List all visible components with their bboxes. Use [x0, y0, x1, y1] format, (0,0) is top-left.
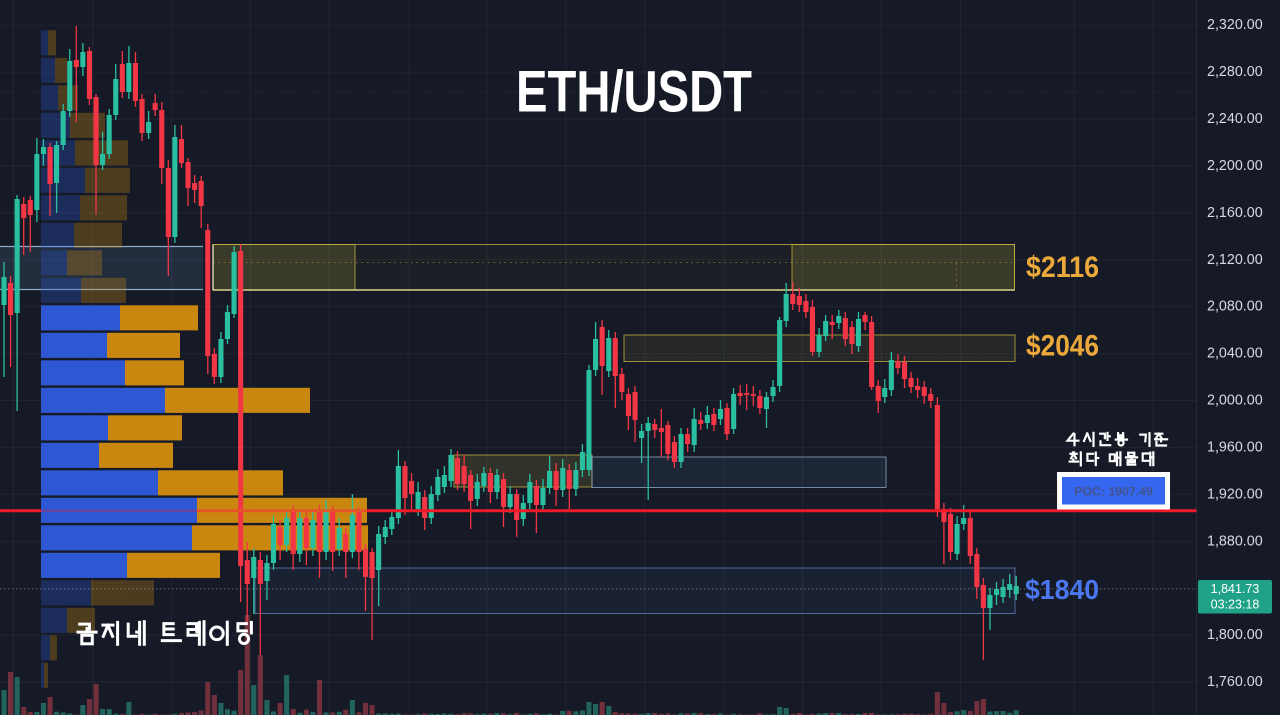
svg-text:2,080.00: 2,080.00 [1207, 299, 1263, 315]
svg-text:2,160.00: 2,160.00 [1207, 205, 1263, 221]
svg-text:2,000.00: 2,000.00 [1207, 393, 1263, 409]
svg-text:ETH/USDT: ETH/USDT [516, 60, 752, 125]
svg-text:$1840: $1840 [1025, 574, 1099, 605]
svg-text:1,920.00: 1,920.00 [1207, 486, 1263, 502]
svg-text:1,841.73: 1,841.73 [1211, 582, 1260, 596]
svg-text:2,280.00: 2,280.00 [1207, 64, 1263, 80]
svg-text:$2046: $2046 [1026, 330, 1099, 363]
svg-text:1,960.00: 1,960.00 [1207, 439, 1263, 455]
svg-text:1,880.00: 1,880.00 [1207, 533, 1263, 549]
svg-text:1,800.00: 1,800.00 [1207, 627, 1263, 643]
svg-text:2,320.00: 2,320.00 [1207, 17, 1263, 33]
svg-text:2,040.00: 2,040.00 [1207, 346, 1263, 362]
svg-text:2,120.00: 2,120.00 [1207, 252, 1263, 268]
svg-text:2,240.00: 2,240.00 [1207, 111, 1263, 127]
svg-text:POC: 1907.49: POC: 1907.49 [1074, 485, 1153, 499]
svg-text:$2116: $2116 [1026, 251, 1099, 284]
svg-text:2,200.00: 2,200.00 [1207, 158, 1263, 174]
svg-text:1,760.00: 1,760.00 [1207, 674, 1263, 690]
svg-text:03:23:18: 03:23:18 [1211, 598, 1260, 612]
